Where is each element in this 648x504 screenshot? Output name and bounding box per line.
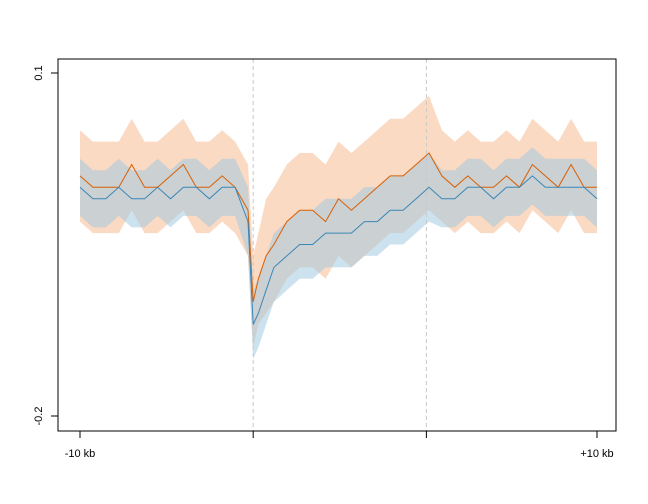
- series-2-line: [79, 175, 598, 325]
- plot-frame: [57, 58, 617, 432]
- x-tick-label-1: -10 kb: [65, 448, 96, 460]
- series-1-line: [79, 152, 597, 302]
- y-tick-label-2: -0.2: [33, 407, 45, 426]
- x-tick-label-4: +10 kb: [580, 448, 613, 460]
- x-axis: -10 kb +10 kb: [65, 431, 614, 460]
- series-2-band: [80, 147, 597, 359]
- y-tick-label-1: 0.1: [33, 65, 45, 80]
- y-axis: 0.1 -0.2: [33, 65, 58, 425]
- confidence-bands: [80, 95, 597, 359]
- reference-lines: [252, 59, 427, 431]
- series-lines: [79, 152, 598, 325]
